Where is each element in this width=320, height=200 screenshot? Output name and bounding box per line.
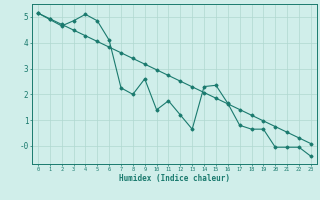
X-axis label: Humidex (Indice chaleur): Humidex (Indice chaleur)	[119, 174, 230, 183]
